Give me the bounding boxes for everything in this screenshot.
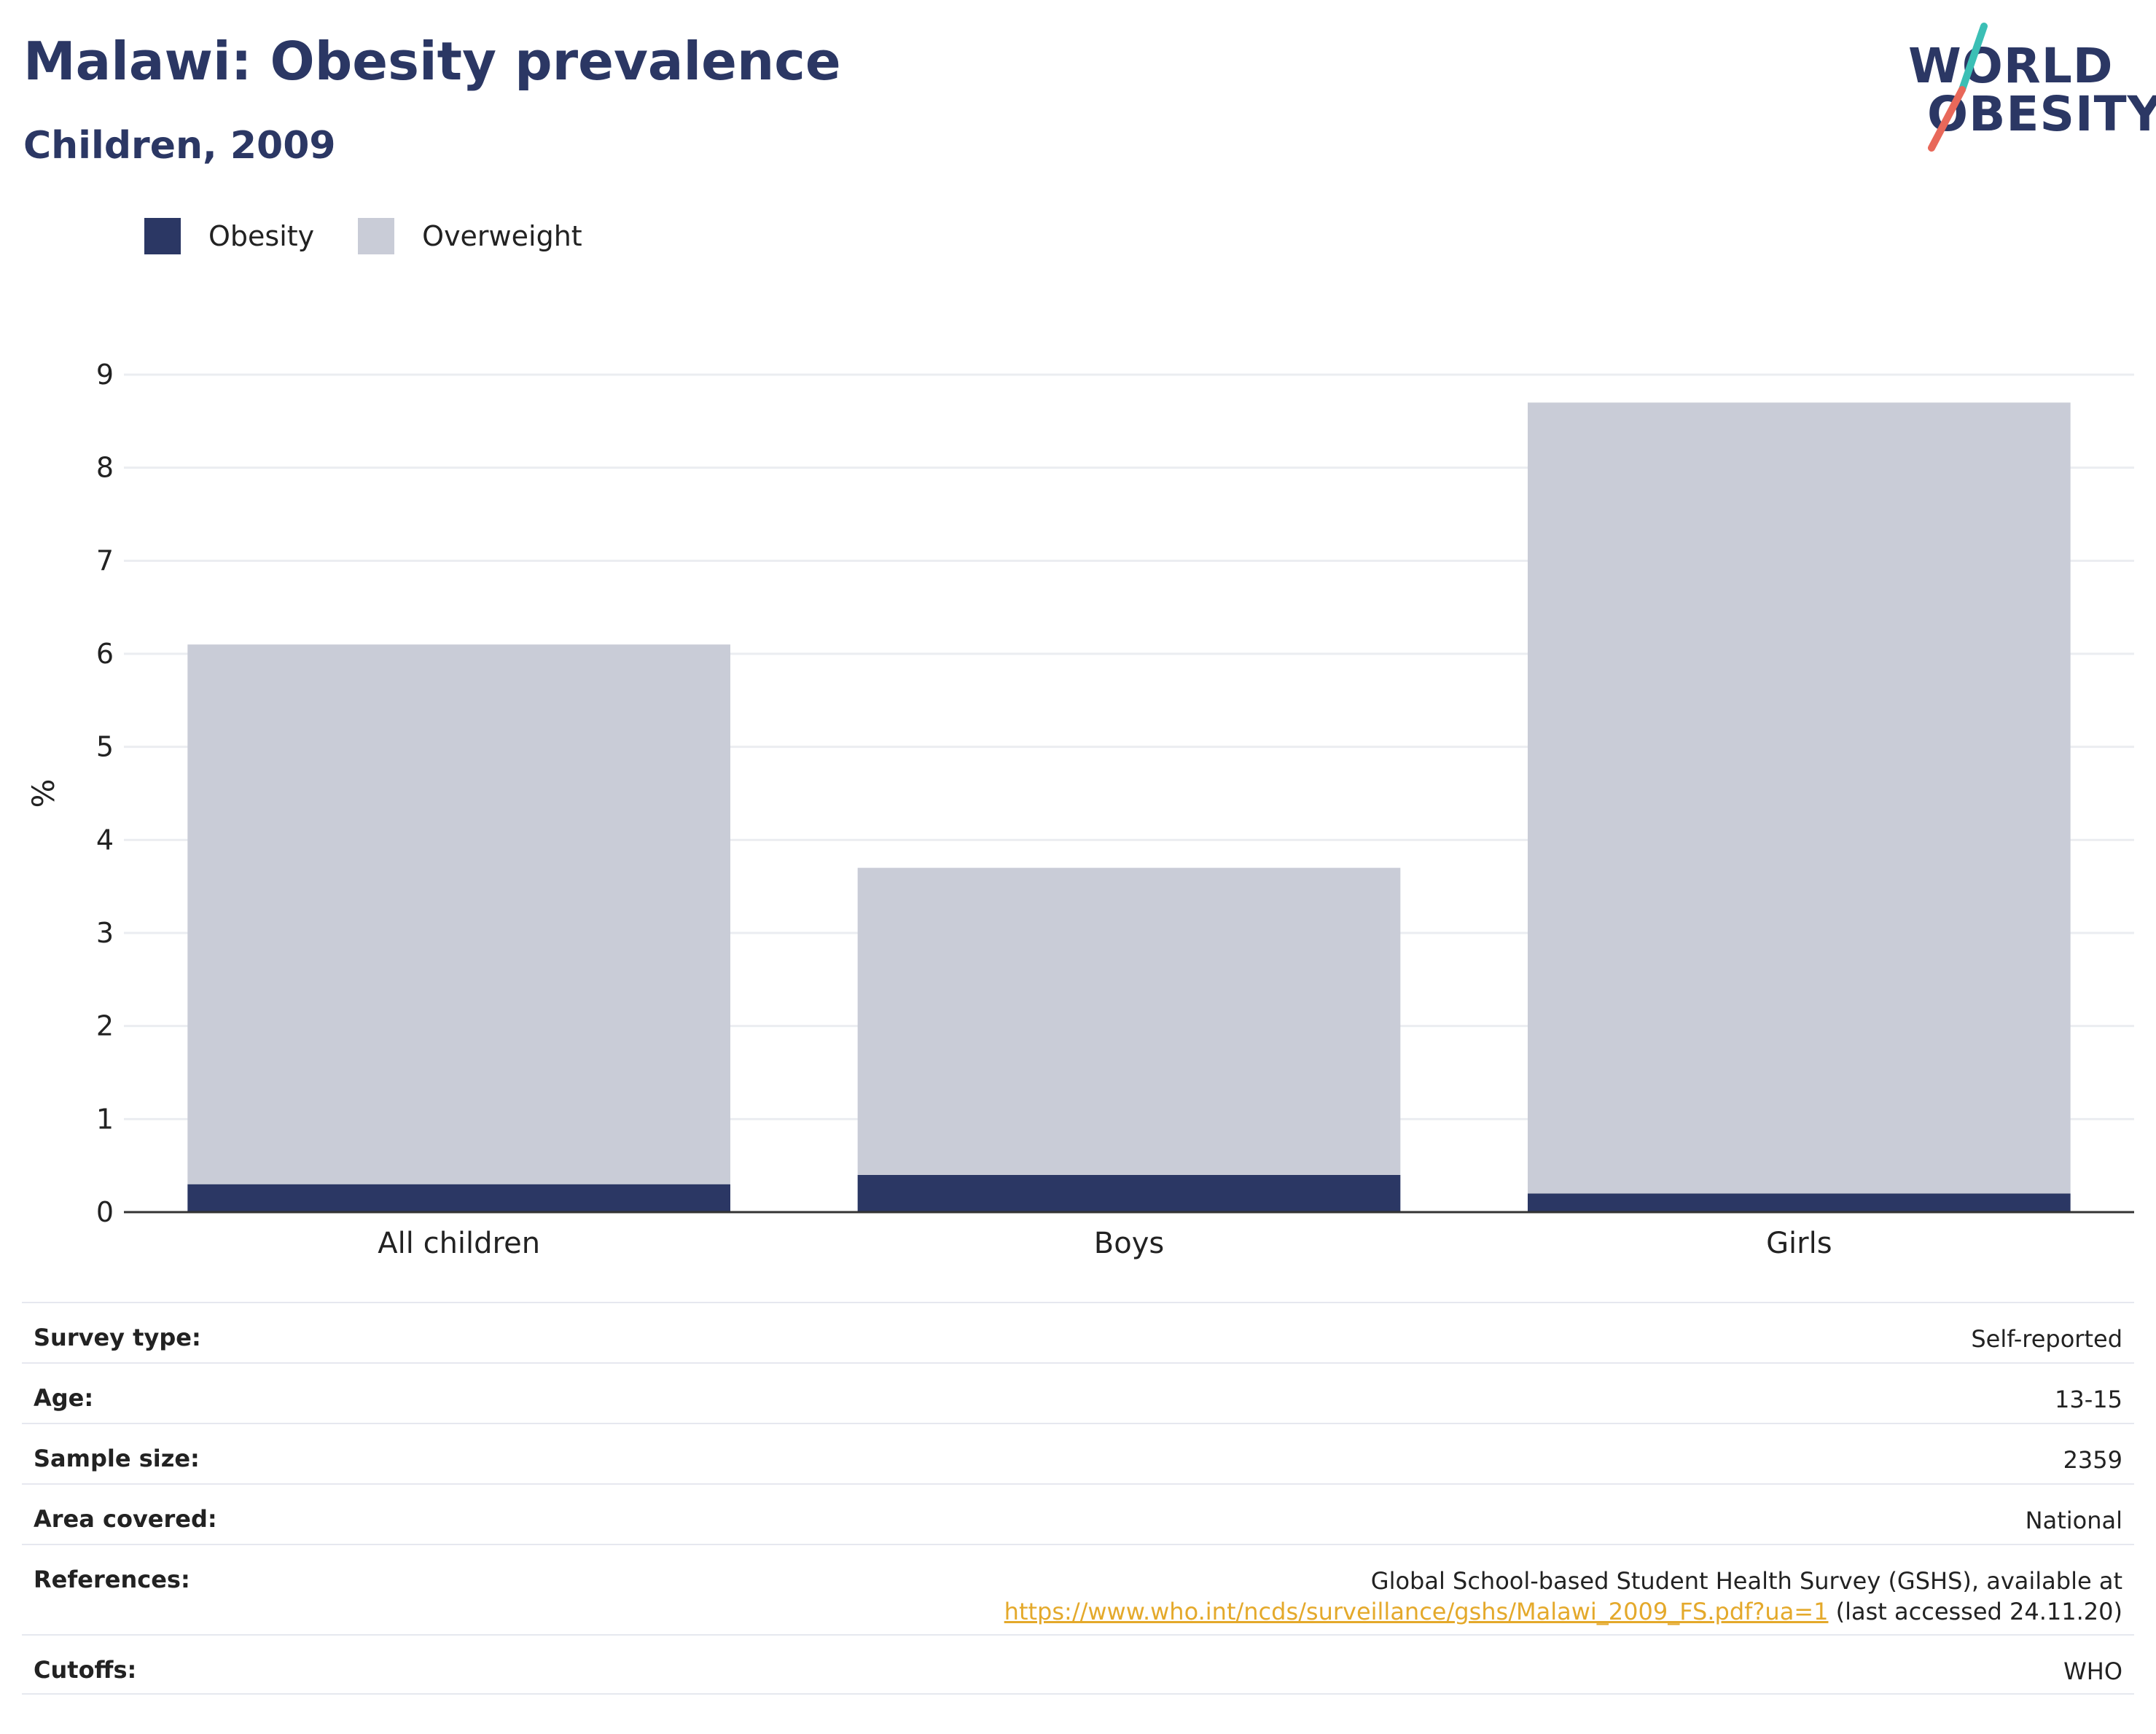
info-key: Survey type: (34, 1324, 201, 1351)
legend-label-overweight: Overweight (422, 220, 582, 252)
logo-slash-icon (1928, 23, 1988, 152)
info-key: Age: (34, 1384, 94, 1412)
y-tick-label: 9 (96, 359, 114, 391)
x-tick-label: All children (378, 1227, 540, 1260)
x-tick-label: Boys (1094, 1227, 1164, 1260)
info-row-age: Age: 13-15 (22, 1362, 2134, 1423)
survey-info-table: Survey type: Self-reported Age: 13-15 Sa… (22, 1302, 2134, 1695)
x-tick-label: Girls (1766, 1227, 1832, 1260)
bar-overweight-girls (1528, 402, 2071, 1194)
y-tick-label: 2 (96, 1010, 114, 1042)
info-value: WHO (2063, 1657, 2122, 1685)
info-value: National (2025, 1507, 2122, 1534)
info-value: 2359 (2063, 1446, 2122, 1474)
info-row-sample-size: Sample size: 2359 (22, 1423, 2134, 1483)
info-row-survey-type: Survey type: Self-reported (22, 1302, 2134, 1362)
bar-obesity-all-children (187, 1184, 730, 1212)
chart-legend: Obesity Overweight (144, 216, 626, 257)
bar-obesity-girls (1528, 1193, 2071, 1212)
legend-swatch-overweight (358, 218, 395, 254)
reference-accessed: (last accessed 24.11.20) (1828, 1598, 2122, 1625)
y-tick-label: 5 (96, 731, 114, 763)
legend-item-overweight: Overweight (358, 218, 582, 254)
info-row-cutoffs: Cutoffs: WHO (22, 1634, 2134, 1695)
y-tick-label: 0 (96, 1196, 114, 1228)
info-key: Area covered: (34, 1505, 217, 1533)
y-tick-label: 6 (96, 638, 114, 670)
world-obesity-logo: WORLD OBESITY (1895, 20, 2156, 159)
legend-item-obesity: Obesity (144, 218, 314, 254)
y-tick-label: 3 (96, 917, 114, 949)
bar-obesity-boys (857, 1174, 1401, 1212)
info-key: References: (34, 1566, 190, 1593)
logo-word-obesity: OBESITY (1927, 86, 2156, 142)
logo-word-world: WORLD (1908, 38, 2114, 94)
reference-text: Global School-based Student Health Surve… (1370, 1567, 2122, 1595)
info-value: Self-reported (1971, 1325, 2122, 1353)
y-tick-label: 1 (96, 1103, 114, 1135)
legend-swatch-obesity (144, 218, 181, 254)
reference-link[interactable]: https://www.who.int/ncds/surveillance/gs… (1004, 1598, 1829, 1625)
info-key: Cutoffs: (34, 1656, 137, 1684)
y-tick-label: 7 (96, 544, 114, 577)
bar-chart: 0 1 2 3 4 5 6 7 8 9% All children Boys Girls (26, 359, 2134, 1260)
info-row-references: References: Global School-based Student … (22, 1544, 2134, 1634)
info-value: 13-15 (2055, 1386, 2122, 1413)
chart-subtitle: Children, 2009 (23, 124, 336, 168)
bar-overweight-boys (857, 867, 1401, 1175)
chart-title: Malawi: Obesity prevalence (23, 31, 841, 92)
y-tick-label: 8 (96, 452, 114, 484)
info-row-area-covered: Area covered: National (22, 1483, 2134, 1544)
y-axis-label: % (26, 779, 61, 808)
legend-label-obesity: Obesity (208, 220, 315, 252)
info-value: Global School-based Student Health Surve… (1004, 1566, 2122, 1627)
bar-overweight-all-children (187, 644, 730, 1184)
info-key: Sample size: (34, 1445, 200, 1472)
y-tick-label: 4 (96, 824, 114, 856)
